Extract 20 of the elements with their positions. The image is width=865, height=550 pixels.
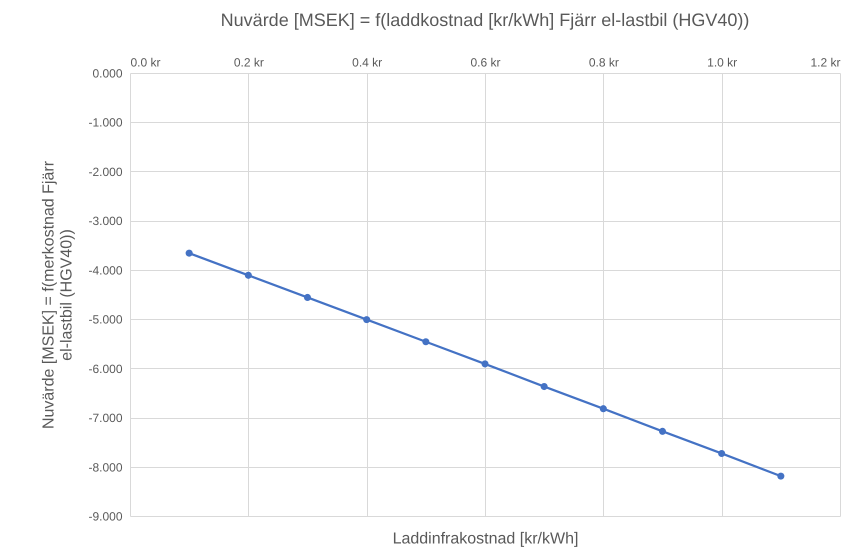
y-tick-label: -7.000 [88, 411, 123, 426]
y-tick-label: -5.000 [88, 312, 123, 327]
x-tick-label: 0.4 kr [352, 56, 382, 70]
x-tick-label: 1.0 kr [707, 56, 738, 70]
x-tick-label: 0.0 kr [130, 56, 161, 70]
y-axis-title: Nuvärde [MSEK] = f(merkostnad Fjärr el-lastbil (HGV40)) [40, 160, 76, 430]
x-tick-label: 1.2 kr [810, 56, 840, 70]
y-tick-label: -6.000 [88, 362, 123, 376]
y-tick-label: -4.000 [88, 263, 123, 278]
y-tick-label: -2.000 [88, 164, 123, 179]
y-tick-label: 0.000 [92, 66, 123, 80]
y-tick-label: -8.000 [88, 460, 123, 474]
chart-title: Nuvärde [MSEK] = f(laddkostnad [kr/kWh] Fjärr el-lastbil (HGV40)) [220, 10, 750, 30]
x-tick-label: 0.6 kr [470, 56, 501, 70]
x-axis-title: Laddinfrakostnad [kr/kWh] [392, 530, 578, 548]
x-tick-label: 0.2 kr [234, 56, 264, 70]
y-tick-label: -1.000 [88, 116, 123, 130]
x-tick-label: 0.8 kr [588, 56, 619, 70]
y-tick-label: -9.000 [88, 510, 123, 524]
y-tick-label: -3.000 [88, 214, 123, 228]
